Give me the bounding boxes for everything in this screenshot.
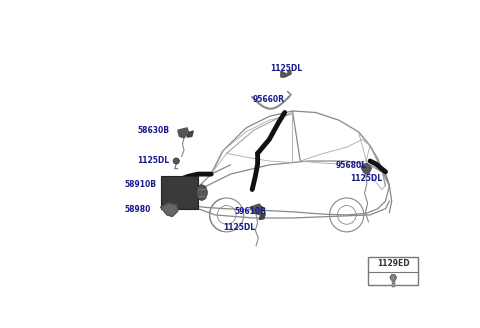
Bar <box>161 176 198 209</box>
Polygon shape <box>281 71 291 77</box>
Polygon shape <box>187 131 193 137</box>
Text: 58630B: 58630B <box>137 126 169 134</box>
Text: 59610B: 59610B <box>234 207 266 216</box>
Circle shape <box>173 158 180 164</box>
Polygon shape <box>390 275 396 280</box>
Text: 95660R: 95660R <box>252 95 284 104</box>
Polygon shape <box>360 163 372 174</box>
Text: 1125DL: 1125DL <box>350 174 383 183</box>
Polygon shape <box>161 203 178 216</box>
Text: 95680L: 95680L <box>335 161 366 170</box>
Text: 1125DL: 1125DL <box>270 64 302 73</box>
Text: 1125DL: 1125DL <box>223 223 255 232</box>
Polygon shape <box>178 128 189 138</box>
Bar <box>369 257 418 285</box>
Polygon shape <box>250 204 264 215</box>
Text: 58980: 58980 <box>124 205 151 214</box>
Text: 58910B: 58910B <box>124 179 156 189</box>
Ellipse shape <box>196 185 207 200</box>
Text: 1129ED: 1129ED <box>377 259 409 268</box>
Polygon shape <box>259 214 265 219</box>
Text: 1125DL: 1125DL <box>137 156 169 165</box>
